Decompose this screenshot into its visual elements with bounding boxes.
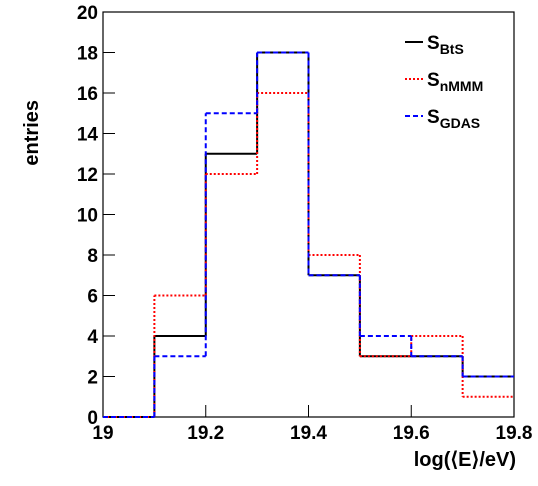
x-tick-label: 19.4: [290, 423, 327, 444]
y-tick-label: 14: [77, 125, 99, 146]
y-tick-label: 6: [87, 287, 98, 308]
y-tick-label: 16: [77, 84, 98, 105]
y-tick-label: 8: [87, 246, 98, 267]
legend-label: SnMMM: [427, 70, 483, 94]
x-tick-label: 19: [92, 423, 113, 444]
y-tick-label: 4: [87, 327, 98, 348]
y-tick-label: 2: [87, 368, 98, 389]
y-axis-label: entries: [21, 100, 43, 166]
y-tick-label: 10: [77, 206, 98, 227]
legend-label: SGDAS: [427, 107, 480, 131]
y-tick-label: 0: [87, 408, 98, 429]
x-tick-label: 19.6: [393, 423, 430, 444]
x-tick-label: 19.2: [187, 423, 224, 444]
legend-label: SBtS: [427, 33, 464, 57]
x-tick-label: 19.8: [496, 423, 533, 444]
x-axis-label: log(⟨E⟩/eV): [414, 449, 516, 471]
y-tick-label: 18: [77, 44, 98, 65]
y-tick-label: 20: [77, 3, 98, 24]
y-tick-label: 12: [77, 165, 98, 186]
